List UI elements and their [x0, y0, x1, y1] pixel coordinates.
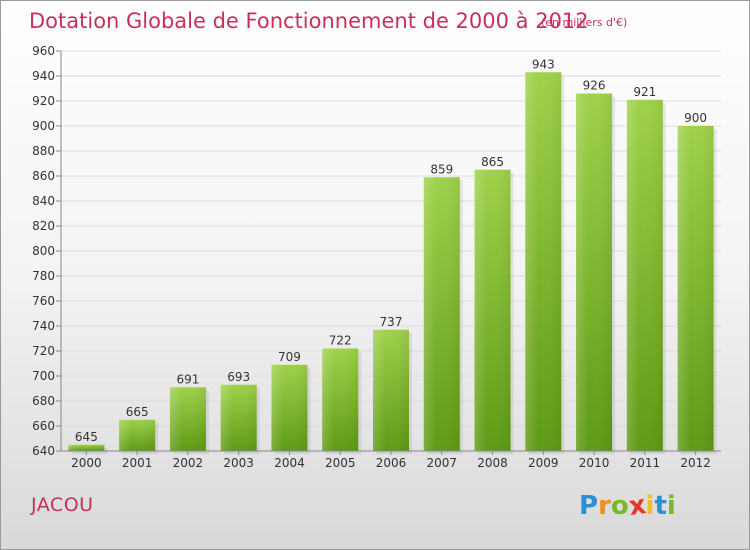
bar-value-label: 943 — [532, 57, 555, 71]
x-tick-label: 2001 — [122, 456, 153, 470]
bar-highlight — [373, 329, 409, 451]
y-tick-label: 660 — [32, 419, 55, 433]
bar-value-label: 859 — [430, 162, 453, 176]
commune-name: JACOU — [31, 494, 94, 516]
y-tick-label: 840 — [32, 194, 55, 208]
x-tick-label: 2008 — [477, 456, 508, 470]
bar-highlight — [169, 387, 206, 451]
chart-unit: (en milliers d'€) — [541, 16, 628, 29]
proxiti-logo[interactable]: Proxiti — [579, 489, 676, 523]
x-tick-label: 2010 — [579, 456, 610, 470]
y-tick-label: 740 — [32, 319, 55, 333]
y-tick-label: 760 — [32, 294, 55, 308]
bar-highlight — [119, 419, 156, 451]
x-tick-label: 2000 — [71, 456, 102, 470]
x-tick-label: 2003 — [223, 456, 254, 470]
logo-letter: r — [598, 491, 611, 521]
bar-value-label: 926 — [583, 79, 606, 93]
x-tick-label: 2009 — [528, 456, 559, 470]
axes: 640 660 680 700 720 740 760 780 800 820 840 860 880 9… — [32, 44, 721, 470]
y-tick-label: 720 — [32, 344, 55, 358]
logo-letter: o — [610, 491, 629, 521]
bar-highlight — [423, 177, 460, 451]
y-tick-label: 920 — [32, 94, 55, 108]
bar-highlight — [271, 364, 308, 451]
x-tick-label: 2007 — [426, 456, 457, 470]
logo-letter: P — [579, 491, 599, 521]
bars: 645 665 691 693 709 722 737 859 865 943 926 921 900 — [68, 57, 717, 454]
bar-highlight — [474, 169, 511, 451]
x-tick-label: 2002 — [173, 456, 204, 470]
bar-highlight — [322, 348, 359, 451]
y-tick-label: 900 — [32, 119, 55, 133]
bar-value-label: 691 — [176, 372, 199, 386]
x-tick-label: 2011 — [630, 456, 661, 470]
y-tick-label: 700 — [32, 369, 55, 383]
logo-letter: i — [645, 491, 655, 521]
bar-value-label: 865 — [481, 155, 504, 169]
bar-value-label: 645 — [75, 430, 98, 444]
x-tick-label: 2012 — [680, 456, 711, 470]
y-tick-label: 680 — [32, 394, 55, 408]
y-tick-label: 780 — [32, 269, 55, 283]
bar-value-label: 921 — [633, 85, 656, 99]
bar-highlight — [677, 126, 714, 451]
bar-highlight — [525, 72, 562, 451]
y-tick-label: 880 — [32, 144, 55, 158]
bar-highlight — [626, 99, 663, 451]
bar-highlight — [576, 93, 613, 451]
bar-value-label: 722 — [329, 334, 352, 348]
logo-letter: x — [626, 489, 648, 523]
logo-letter: t — [654, 491, 667, 521]
y-tick-label: 800 — [32, 244, 55, 258]
y-tick-label: 820 — [32, 219, 55, 233]
bar-value-label: 900 — [684, 111, 707, 125]
y-tick-label: 960 — [32, 44, 55, 58]
logo-letter: i — [666, 491, 676, 521]
chart-title: Dotation Globale de Fonctionnement de 20… — [29, 9, 589, 33]
bar-value-label: 665 — [126, 405, 149, 419]
bar-highlight — [68, 444, 105, 451]
y-tick-label: 860 — [32, 169, 55, 183]
bar-value-label: 693 — [227, 370, 250, 384]
y-tick-label: 940 — [32, 69, 55, 83]
bar-value-label: 737 — [380, 315, 403, 329]
x-tick-label: 2005 — [325, 456, 356, 470]
x-tick-label: 2004 — [274, 456, 305, 470]
y-tick-label: 640 — [32, 444, 55, 458]
bar-highlight — [220, 384, 257, 451]
bar-value-label: 709 — [278, 350, 301, 364]
x-tick-label: 2006 — [376, 456, 407, 470]
